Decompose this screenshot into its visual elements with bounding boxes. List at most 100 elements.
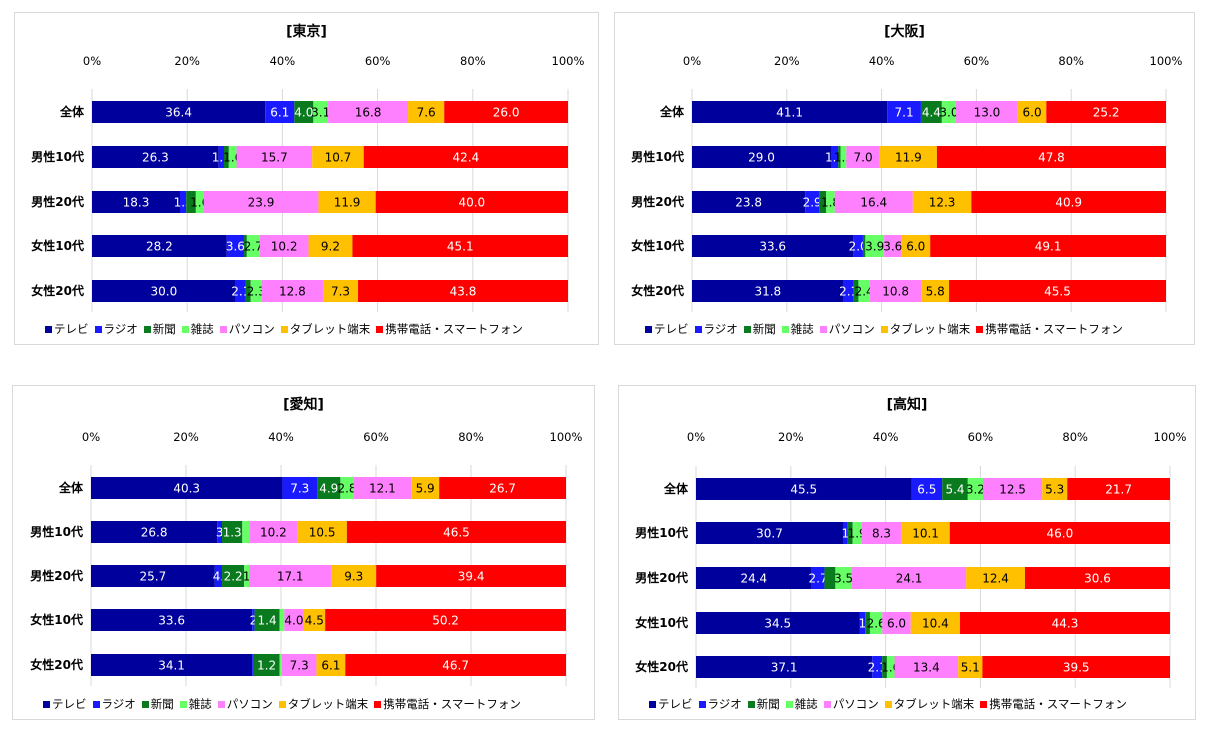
- bar-segment: [297, 521, 347, 543]
- legend-label: 雑誌: [794, 697, 818, 711]
- bar-segment: [92, 235, 227, 257]
- bar-segment: [949, 280, 1166, 302]
- data-label: 25.2: [1093, 106, 1120, 120]
- bar-segment: [882, 612, 911, 634]
- data-label: 17.1: [277, 570, 304, 584]
- legend-swatch: [698, 700, 706, 708]
- legend-swatch: [143, 325, 151, 333]
- bar-segment: [281, 654, 317, 676]
- category-label: 女性20代: [30, 657, 83, 672]
- bar-segment: [245, 280, 251, 302]
- chart-legend: テレビ ラジオ 新聞 雑誌 パソコン タブレット端末 携帯電話・スマートフォン: [649, 696, 1195, 712]
- category-label: 女性10代: [30, 612, 83, 627]
- bar-segment: [692, 101, 888, 123]
- bar-segment: [696, 612, 860, 634]
- data-label: 3.5: [834, 572, 853, 586]
- bar-segment: [692, 146, 831, 168]
- bar-segment: [91, 521, 218, 543]
- bar-segment: [859, 612, 866, 634]
- data-label: 12.1: [369, 482, 396, 496]
- bar-segment: [252, 654, 254, 676]
- data-label: 45.5: [790, 483, 817, 497]
- data-label: 24.4: [740, 572, 767, 586]
- bar-segment: [958, 656, 983, 678]
- data-label: 28.2: [146, 240, 173, 254]
- data-label: 10.8: [882, 285, 909, 299]
- data-label: 25.7: [140, 570, 167, 584]
- bar-segment: [316, 654, 346, 676]
- bar-segment: [920, 101, 942, 123]
- category-label: 全体: [663, 481, 689, 496]
- bar-segment: [696, 478, 912, 500]
- bar-segment: [313, 101, 329, 123]
- bar-segment: [224, 146, 229, 168]
- data-label: 49.1: [1035, 240, 1062, 254]
- bar-segment: [91, 565, 215, 587]
- legend-item: パソコン: [219, 321, 275, 337]
- data-label: 3.0: [939, 106, 958, 120]
- data-label: 1: [243, 570, 251, 584]
- bar-segment: [696, 522, 843, 544]
- legend-swatch: [880, 325, 888, 333]
- legend-item: パソコン: [217, 696, 273, 712]
- bar-segment: [358, 280, 568, 302]
- chart-title: [愛知]: [283, 397, 324, 413]
- category-label: 男性10代: [31, 149, 84, 164]
- bar-segment: [250, 280, 262, 302]
- data-label: 16.4: [860, 196, 887, 210]
- data-label: 1.3: [223, 526, 242, 540]
- x-tick-label: 100%: [550, 430, 583, 444]
- data-label: 5.1: [961, 661, 980, 675]
- category-label: 男性20代: [31, 194, 84, 209]
- bar-segment: [259, 235, 309, 257]
- legend-item: ラジオ: [694, 321, 738, 337]
- bar-segment: [352, 235, 568, 257]
- legend-swatch: [92, 700, 100, 708]
- data-label: 12.8: [279, 285, 306, 299]
- legend-swatch: [141, 700, 149, 708]
- bar-segment: [252, 609, 255, 631]
- bar-segment: [261, 280, 324, 302]
- bar-segment: [317, 477, 341, 499]
- category-label: 男性10代: [635, 525, 688, 540]
- bar-segment: [869, 612, 883, 634]
- bar-segment: [444, 101, 568, 123]
- category-label: 女性20代: [631, 283, 684, 298]
- legend-item: 携帯電話・スマートフォン: [980, 696, 1127, 712]
- bar-segment: [328, 101, 409, 123]
- x-tick-label: 60%: [363, 430, 389, 444]
- bar-segment: [811, 567, 825, 589]
- data-label: 4.0: [294, 106, 313, 120]
- x-tick-label: 60%: [964, 54, 990, 68]
- legend-label: 新聞: [152, 322, 176, 336]
- data-label: 26.8: [141, 526, 168, 540]
- bar-segment: [853, 235, 863, 257]
- data-label: 2.1: [231, 285, 250, 299]
- bar-segment: [865, 235, 885, 257]
- legend-swatch: [43, 700, 50, 708]
- data-label: 2.7: [809, 572, 828, 586]
- legend-label: 新聞: [756, 697, 780, 711]
- legend-label: タブレット端末: [287, 697, 369, 711]
- data-label: 5.9: [416, 482, 435, 496]
- bar-segment: [805, 191, 820, 213]
- data-label: 7.3: [331, 285, 350, 299]
- data-label: 33.6: [158, 614, 185, 628]
- bar-segment: [217, 521, 223, 543]
- x-tick-label: 20%: [778, 430, 804, 444]
- legend-swatch: [976, 325, 984, 333]
- data-label: 2.7: [244, 240, 263, 254]
- data-label: 1.4: [258, 614, 277, 628]
- bar-segment: [930, 235, 1166, 257]
- x-tick-label: 80%: [458, 430, 484, 444]
- bar-segment: [92, 146, 219, 168]
- legend-label: パソコン: [832, 697, 879, 711]
- data-label: 21.7: [1105, 483, 1132, 497]
- legend-item: 雑誌: [785, 696, 818, 712]
- bar-segment: [346, 521, 566, 543]
- bar-segment: [323, 280, 359, 302]
- legend-label: テレビ: [654, 322, 689, 336]
- legend-item: 携帯電話・スマートフォン: [376, 321, 523, 337]
- bar-segment: [265, 101, 295, 123]
- data-label: 30.6: [1084, 572, 1111, 586]
